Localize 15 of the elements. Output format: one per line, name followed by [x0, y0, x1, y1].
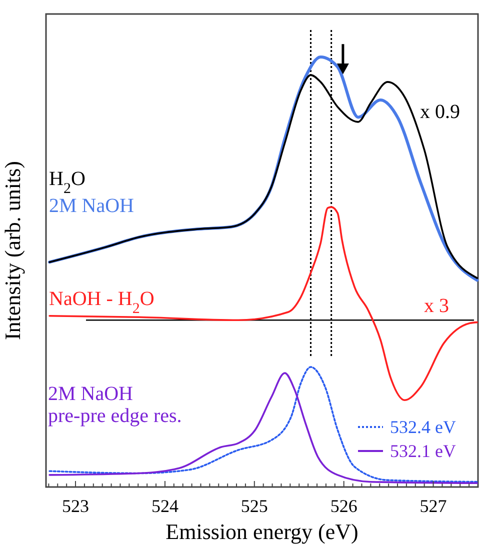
series-label: NaOH - H$_{2}$O: [49, 288, 154, 317]
annotation: x 3: [424, 295, 449, 317]
y-axis-title: Intensity (arb. units): [0, 160, 25, 340]
x-tick-label: 525: [240, 496, 268, 516]
x-axis-title: Emission energy (eV): [166, 519, 358, 544]
x-tick-label: 527: [420, 496, 447, 516]
annotation: x 0.9: [420, 101, 460, 123]
x-tick-label: 523: [62, 496, 90, 516]
legend-label: 532.4 eV: [390, 417, 456, 437]
legend-label: 532.1 eV: [390, 441, 456, 461]
annotation: 2M NaOH pre-pre edge res.: [48, 383, 182, 427]
series-label: 2M NaOH: [49, 195, 134, 218]
x-tick-label: 524: [151, 496, 178, 516]
x-tick-label: 526: [330, 496, 358, 516]
text: H$_{2}$O: [49, 168, 86, 198]
